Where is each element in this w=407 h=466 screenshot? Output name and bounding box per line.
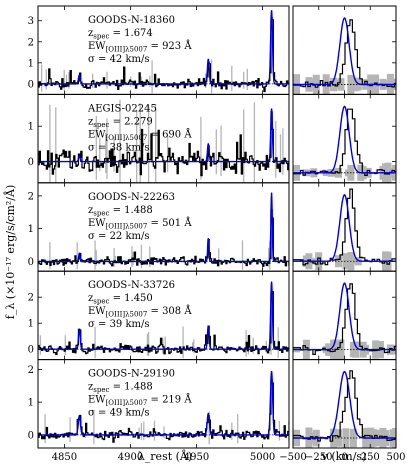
velocity-panel-5 (293, 370, 396, 449)
object-name: GOODS-N-18360 (88, 15, 175, 26)
redshift-label: zspec = 1.450 (88, 293, 153, 306)
velocity-dispersion-label: σ = 42 km/s (88, 54, 150, 65)
velocity-panel-1 (293, 17, 396, 95)
velocity-dispersion-value: σ = 42 km/s (88, 54, 150, 65)
velocity-dispersion-label: σ = 38 km/s (88, 142, 150, 153)
model-fit (38, 108, 289, 163)
y-tick-label: 0 (28, 257, 34, 268)
object-name: GOODS-N-33726 (88, 280, 175, 291)
tick-labels: 0 1 2 3 0 1 0 1 2 0 1 2 0 1 2 4850 4900 4950 5000 −500−250 0… (28, 16, 406, 463)
spectrum-panel-5 (38, 370, 289, 445)
x-axis-label-wavelength: λ_rest (Å) (138, 449, 192, 463)
redshift-label: zspec = 1.674 (88, 28, 153, 41)
equivalent-width-value: = 690 Å (147, 128, 192, 140)
y-tick-label: 1 (28, 122, 34, 133)
model-profile (293, 193, 396, 262)
x-tick-label: 250 (361, 452, 380, 463)
observed-line-profile (293, 19, 396, 88)
equivalent-width-label: EW[OIII]λ5007 = 308 Å (88, 305, 192, 319)
spectrum-panel-4 (38, 281, 289, 359)
velocity-dispersion-value: σ = 49 km/s (88, 408, 150, 419)
observed-spectrum (38, 111, 289, 177)
y-tick-label: 0 (28, 157, 34, 168)
y-tick-label: 1 (28, 224, 34, 235)
redshift-value: = 2.279 (109, 116, 152, 127)
velocity-dispersion-value: σ = 39 km/s (88, 319, 150, 330)
object-name: AEGIS-02245 (87, 103, 157, 114)
panels (37, 5, 397, 449)
y-tick-label: 1 (28, 58, 34, 69)
equivalent-width-label: EW[OIII]λ5007 = 923 Å (88, 40, 192, 54)
x-tick-label: −500 (279, 452, 306, 463)
error-band (293, 162, 396, 183)
model-fit (38, 281, 289, 350)
model-fit (38, 192, 289, 263)
spectrum-panel-3 (38, 192, 289, 270)
y-axis-label: f_λ (×10⁻¹⁷ erg/s/cm²/Å) (3, 185, 17, 319)
velocity-panel-2 (293, 105, 396, 183)
y-tick-label: 2 (28, 37, 34, 48)
velocity-dispersion-label: σ = 22 km/s (88, 231, 150, 242)
redshift-label: zspec = 1.488 (88, 382, 153, 395)
equivalent-width-label: EW[OIII]λ5007 = 501 Å (88, 217, 192, 231)
y-tick-label: 1 (28, 398, 34, 409)
equivalent-width-value: = 501 Å (147, 217, 192, 229)
x-tick-label: −250 (305, 452, 332, 463)
y-tick-label: 2 (28, 365, 34, 376)
y-tick-label: 0 (28, 345, 34, 356)
velocity-dispersion-value: σ = 22 km/s (88, 231, 150, 242)
spectrum-panel-2 (38, 99, 289, 183)
observed-line-profile (293, 188, 396, 266)
y-tick-label: 0 (28, 79, 34, 90)
model-profile (293, 282, 396, 351)
model-profile (293, 105, 396, 174)
x-tick-label: 4900 (118, 452, 143, 463)
model-profile (293, 370, 396, 439)
equivalent-width-value: = 308 Å (147, 305, 192, 317)
velocity-panel-4 (293, 282, 396, 360)
y-tick-label: 3 (28, 16, 34, 27)
y-tick-label: 1 (28, 319, 34, 330)
error-spectrum (39, 326, 279, 359)
redshift-value: = 1.674 (109, 28, 152, 39)
equivalent-width-label: EW[OIII]λ5007 = 219 Å (88, 394, 192, 408)
model-profile (293, 17, 396, 86)
spectrum-panel-1 (38, 10, 289, 94)
object-name: GOODS-N-22263 (88, 192, 175, 203)
velocity-dispersion-label: σ = 49 km/s (88, 408, 150, 419)
velocity-panel-3 (293, 188, 396, 271)
equivalent-width-value: = 923 Å (147, 40, 192, 52)
y-tick-label: 0 (28, 430, 34, 441)
redshift-value: = 1.450 (109, 293, 152, 304)
model-fit (38, 370, 289, 436)
redshift-label: zspec = 1.488 (88, 205, 153, 218)
observed-spectrum (38, 291, 289, 356)
error-spectrum (49, 99, 284, 183)
equivalent-width-value: = 219 Å (147, 394, 192, 406)
error-spectrum (49, 240, 271, 270)
y-tick-label: 2 (28, 191, 34, 202)
x-tick-label: 4850 (52, 452, 77, 463)
object-name: GOODS-N-29190 (88, 369, 175, 380)
redshift-value: = 1.488 (109, 205, 152, 216)
y-tick-label: 2 (28, 293, 34, 304)
x-tick-label: 500 (386, 452, 405, 463)
observed-line-profile (293, 370, 396, 442)
model-fit (38, 10, 289, 85)
redshift-label: zspec = 2.279 (88, 116, 153, 128)
x-tick-label: 4950 (184, 452, 209, 463)
redshift-value: = 1.488 (109, 382, 152, 393)
x-tick-label: 0 (341, 452, 347, 463)
velocity-dispersion-value: σ = 38 km/s (88, 142, 150, 153)
x-axis-label-velocity: v (km/s) (321, 450, 367, 463)
x-tick-label: 5000 (250, 452, 275, 463)
spectrum-frame (37, 359, 290, 449)
velocity-dispersion-label: σ = 39 km/s (88, 319, 150, 330)
observed-spectrum (38, 17, 289, 93)
